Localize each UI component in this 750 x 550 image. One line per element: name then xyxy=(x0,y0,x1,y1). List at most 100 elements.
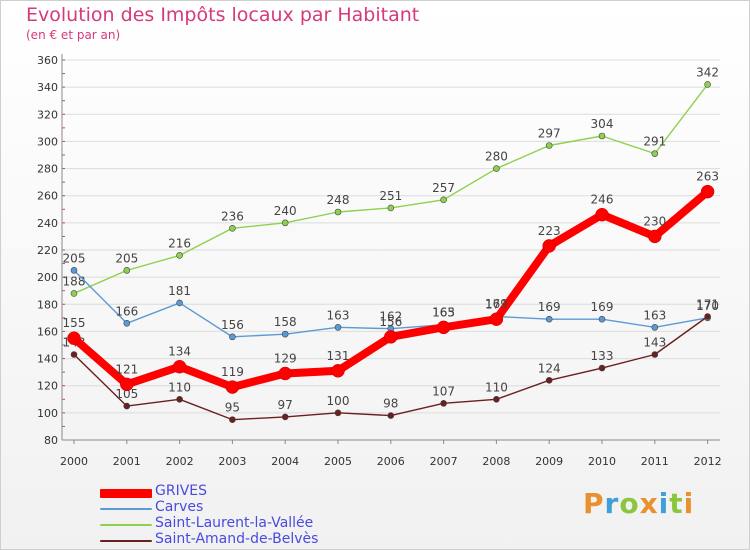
data-label-grives: 131 xyxy=(327,349,350,363)
data-label-grives: 223 xyxy=(538,224,561,238)
data-point-saint-amand-de-belves xyxy=(229,416,236,423)
data-point-saint-laurent-la-vallee xyxy=(545,142,553,149)
data-label-saint-amand-de-belves: 133 xyxy=(591,349,614,363)
data-label-carves: 181 xyxy=(168,284,191,298)
data-point-grives xyxy=(67,331,81,345)
data-point-grives xyxy=(384,330,398,344)
data-label-carves: 162 xyxy=(379,310,402,324)
data-label-grives: 129 xyxy=(274,352,297,366)
data-label-grives: 263 xyxy=(696,170,719,184)
data-point-carves xyxy=(281,330,289,338)
legend-swatch-saint-laurent xyxy=(100,524,152,526)
y-tick-label: 360 xyxy=(37,54,58,67)
legend-label-saint-laurent: Saint-Laurent-la-Vallée xyxy=(155,515,314,531)
data-point-saint-laurent-la-vallee xyxy=(229,224,236,232)
legend-label-grives: GRIVES xyxy=(155,483,208,499)
y-tick-label: 80 xyxy=(44,434,58,447)
data-point-carves xyxy=(229,333,236,341)
data-label-saint-amand-de-belves: 143 xyxy=(643,336,666,350)
data-label-saint-laurent-la-vallee: 216 xyxy=(168,236,191,250)
data-point-saint-laurent-la-vallee xyxy=(598,132,606,140)
data-label-saint-laurent-la-vallee: 280 xyxy=(485,150,508,164)
data-label-grives: 246 xyxy=(591,193,614,207)
data-point-saint-laurent-la-vallee xyxy=(334,208,342,216)
data-point-saint-amand-de-belves xyxy=(334,409,342,417)
y-tick-label: 300 xyxy=(37,135,58,148)
data-point-saint-laurent-la-vallee xyxy=(281,219,289,227)
x-tick-label: 2010 xyxy=(588,455,616,468)
data-label-saint-laurent-la-vallee: 297 xyxy=(538,127,561,141)
y-tick-label: 200 xyxy=(37,271,58,284)
data-point-saint-amand-de-belves xyxy=(387,412,395,419)
data-point-carves xyxy=(70,267,78,274)
data-point-grives xyxy=(120,377,134,392)
data-point-grives xyxy=(172,359,187,374)
data-label-saint-laurent-la-vallee: 248 xyxy=(327,193,350,207)
x-tick-label: 2000 xyxy=(60,455,88,468)
legend-swatch-carves xyxy=(100,508,152,510)
x-tick-label: 2007 xyxy=(430,455,458,468)
data-label-carves: 169 xyxy=(538,300,561,314)
x-tick-label: 2002 xyxy=(166,455,194,468)
data-label-grives: 169 xyxy=(485,297,508,311)
y-tick-label: 220 xyxy=(37,244,58,257)
data-label-saint-amand-de-belves: 100 xyxy=(327,394,350,408)
data-point-grives xyxy=(700,184,715,199)
data-point-saint-amand-de-belves xyxy=(493,395,500,403)
x-tick-label: 2012 xyxy=(694,455,722,468)
data-label-saint-laurent-la-vallee: 251 xyxy=(379,189,402,203)
data-point-saint-laurent-la-vallee xyxy=(493,165,500,172)
y-tick-label: 180 xyxy=(37,298,58,311)
data-label-grives: 134 xyxy=(168,345,191,359)
data-point-saint-amand-de-belves xyxy=(70,351,78,358)
legend-label-carves: Carves xyxy=(155,499,204,515)
data-point-saint-laurent-la-vallee xyxy=(176,252,183,259)
data-label-carves: 156 xyxy=(221,318,244,332)
data-point-carves xyxy=(598,315,606,323)
x-tick-label: 2011 xyxy=(641,455,669,468)
legend-swatch-grives xyxy=(100,489,152,498)
data-label-grives: 155 xyxy=(63,316,86,330)
data-label-grives: 156 xyxy=(379,315,402,329)
data-point-carves xyxy=(651,324,659,331)
data-point-carves xyxy=(334,324,342,331)
y-tick-label: 340 xyxy=(37,81,58,94)
data-label-saint-laurent-la-vallee: 205 xyxy=(115,251,138,265)
data-point-saint-amand-de-belves xyxy=(123,402,131,410)
data-point-carves xyxy=(545,315,553,323)
data-point-saint-amand-de-belves xyxy=(281,413,289,421)
y-tick-label: 320 xyxy=(37,108,58,121)
data-label-grives: 121 xyxy=(115,362,138,376)
x-tick-label: 2009 xyxy=(535,455,563,468)
y-tick-label: 120 xyxy=(37,380,58,393)
data-label-carves: 165 xyxy=(432,306,455,320)
data-label-saint-laurent-la-vallee: 304 xyxy=(591,117,614,131)
data-point-grives xyxy=(648,229,662,244)
data-point-carves xyxy=(176,299,183,307)
data-point-saint-amand-de-belves xyxy=(598,364,606,372)
chart-title: Evolution des Impôts locaux par Habitant xyxy=(26,4,420,26)
data-point-saint-amand-de-belves xyxy=(440,400,447,407)
data-label-carves: 163 xyxy=(327,308,350,322)
x-tick-label: 2005 xyxy=(324,455,352,468)
data-label-saint-laurent-la-vallee: 236 xyxy=(221,209,244,223)
data-label-saint-laurent-la-vallee: 291 xyxy=(643,135,666,149)
y-tick-label: 260 xyxy=(37,190,58,203)
data-point-grives xyxy=(225,380,240,394)
data-label-grives: 230 xyxy=(643,214,666,228)
data-point-saint-laurent-la-vallee xyxy=(387,204,395,212)
data-point-saint-laurent-la-vallee xyxy=(440,196,447,204)
data-label-saint-amand-de-belves: 97 xyxy=(278,398,293,412)
data-label-grives: 119 xyxy=(221,365,244,379)
data-point-saint-laurent-la-vallee xyxy=(651,150,659,157)
data-label-saint-amand-de-belves: 98 xyxy=(383,397,398,411)
data-point-saint-amand-de-belves xyxy=(176,395,183,403)
data-label-carves: 158 xyxy=(274,315,297,329)
data-label-saint-laurent-la-vallee: 188 xyxy=(63,274,86,288)
data-label-saint-amand-de-belves: 105 xyxy=(115,387,138,401)
y-tick-label: 100 xyxy=(37,407,58,420)
y-tick-label: 160 xyxy=(37,325,58,338)
x-tick-label: 2003 xyxy=(218,455,246,468)
